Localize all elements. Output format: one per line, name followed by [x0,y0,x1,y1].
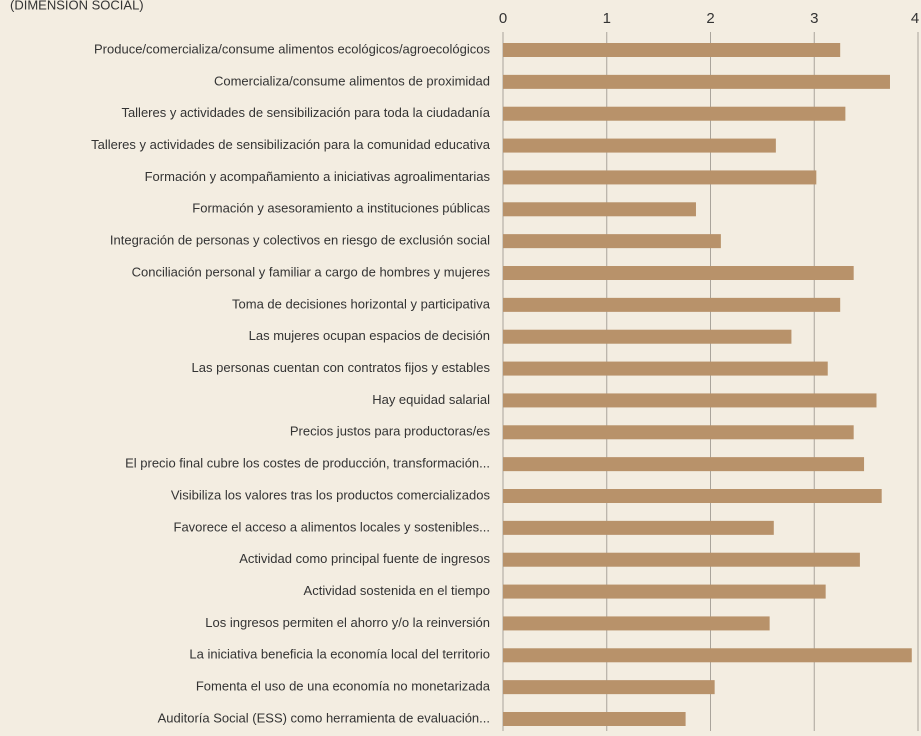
bar [503,74,890,89]
y-tick-label: Talleres y actividades de sensibilizació… [91,137,491,152]
y-tick-label: Integración de personas y colectivos en … [110,233,490,248]
bar [503,425,854,440]
bar [503,552,860,567]
bar [503,266,854,280]
y-tick-label: Los ingresos permiten el ahorro y/o la r… [205,615,490,630]
y-tick-label: Talleres y actividades de sensibilizació… [121,105,490,120]
bar [503,202,696,217]
y-tick-label: Produce/comercializa/consume alimentos e… [94,41,490,56]
bar [503,648,912,663]
y-tick-label: Las mujeres ocupan espacios de decisión [249,328,490,343]
y-tick-label: Actividad sostenida en el tiempo [304,583,490,598]
bar [503,138,776,153]
bar [503,393,877,408]
x-tick-label: 3 [810,10,818,27]
y-tick-label: Actividad como principal fuente de ingre… [239,551,490,566]
x-tick-label: 2 [706,10,714,27]
y-tick-label: Conciliación personal y familiar a cargo… [132,264,491,279]
y-tick-label: Hay equidad salarial [372,392,490,407]
bar [503,106,846,121]
y-tick-label: Toma de decisiones horizontal y particip… [232,296,491,311]
bar [503,616,770,631]
y-tick-label: Comercializa/consume alimentos de proxim… [214,73,490,88]
bar [503,329,792,344]
bar [503,361,828,376]
y-tick-label: Las personas cuentan con contratos fijos… [192,360,491,375]
y-tick-label: El precio final cubre los costes de prod… [125,456,490,471]
bar [503,457,865,472]
x-tick-label: 1 [603,10,611,27]
y-tick-label: La iniciativa beneficia la economía loca… [189,647,490,662]
bar [503,43,841,57]
y-tick-label: Visibiliza los valores tras los producto… [171,487,491,502]
x-tick-label: 0 [499,10,507,27]
y-tick-label: Formación y asesoramiento a institucione… [192,201,490,216]
bar [503,680,715,695]
y-tick-label: Favorece el acceso a alimentos locales y… [174,519,491,534]
bar [503,584,826,599]
y-tick-label: Formación y acompañamiento a iniciativas… [145,169,491,184]
y-tick-label: Auditoría Social (ESS) como herramienta … [158,710,490,725]
bar [503,234,721,249]
bar [503,297,841,312]
bar [503,520,774,535]
bar [503,489,882,503]
bar [503,170,817,185]
bar [503,712,686,726]
y-tick-label: Fomenta el uso de una economía no moneta… [196,679,491,694]
chart-title: (DIMENSIÓN SOCIAL) [10,0,144,12]
x-tick-label: 4 [911,10,919,27]
y-tick-label: Precios justos para productoras/es [290,424,491,439]
